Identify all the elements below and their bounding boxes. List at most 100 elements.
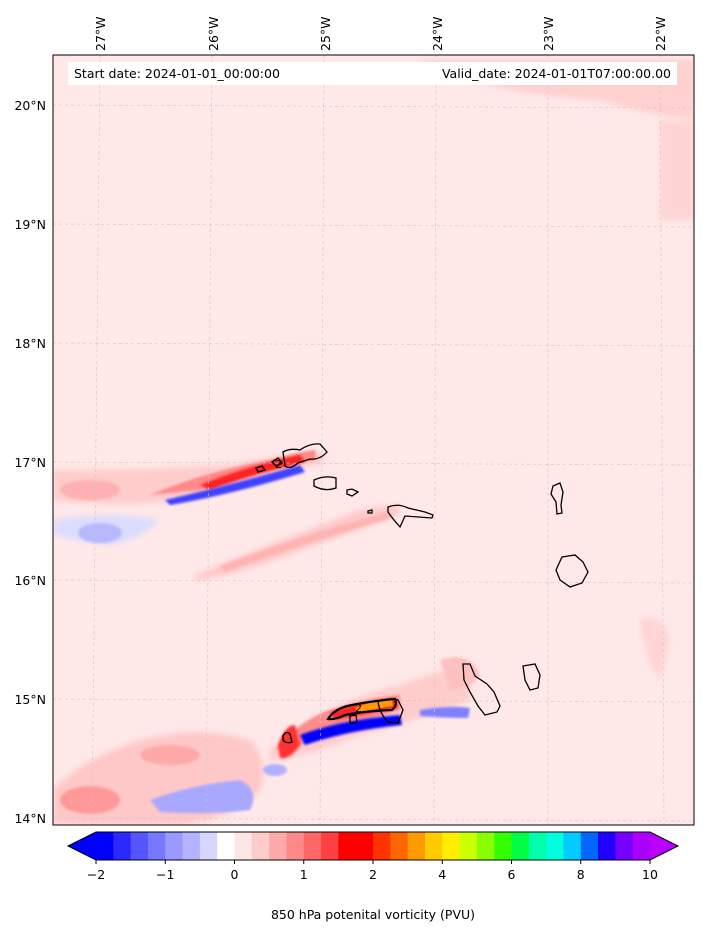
colorbar-cell bbox=[286, 832, 305, 860]
island-maio bbox=[522, 663, 541, 691]
colorbar-cell bbox=[147, 832, 166, 860]
colorbar-cell bbox=[182, 832, 201, 860]
valid-date-label: Valid_date: 2024-01-01T07:00:00.00 bbox=[442, 66, 671, 81]
colorbar-cell bbox=[511, 832, 530, 860]
colorbar-tick-label: 0 bbox=[231, 867, 239, 882]
colorbar-extend-min bbox=[68, 832, 96, 860]
colorbar-cell bbox=[217, 832, 236, 860]
pv-patch-east bbox=[660, 120, 694, 220]
colorbar-cell bbox=[598, 832, 616, 860]
pv-band-south-blue bbox=[300, 715, 402, 745]
island-sao-nicolau bbox=[387, 504, 434, 529]
contour-label-north: 2 bbox=[275, 458, 282, 471]
colorbar-cell bbox=[563, 832, 582, 860]
pv-negative-spot bbox=[263, 764, 287, 776]
colorbar-cell bbox=[373, 832, 391, 860]
colorbar-cells bbox=[96, 832, 651, 860]
lat-label-18n: 18°N bbox=[14, 336, 46, 351]
lon-label-27w: 27°W bbox=[93, 16, 108, 51]
island-sao-vicente bbox=[313, 476, 337, 491]
pv-band-north-core bbox=[200, 455, 305, 490]
island-sal bbox=[550, 482, 564, 515]
colorbar-label: 850 hPa potenital vorticity (PVU) bbox=[271, 907, 475, 922]
island-boa-vista bbox=[555, 554, 589, 588]
colorbar-extend-max bbox=[650, 832, 678, 860]
colorbar-cell bbox=[130, 832, 149, 860]
colorbar-cell bbox=[321, 832, 339, 860]
colorbar-cell bbox=[494, 832, 513, 860]
island-brava bbox=[349, 714, 358, 724]
lat-label-20n: 20°N bbox=[14, 98, 46, 113]
colorbar: −2−10124681014 bbox=[66, 831, 680, 882]
start-date-label: Start date: 2024-01-01_00:00:00 bbox=[74, 66, 280, 81]
colorbar-cell bbox=[234, 832, 253, 860]
colorbar-tick-label: 4 bbox=[438, 867, 446, 882]
lon-label-26w: 26°W bbox=[206, 16, 221, 51]
island-islet bbox=[367, 509, 373, 514]
contours bbox=[255, 457, 398, 744]
lat-label-15n: 15°N bbox=[14, 692, 46, 707]
colorbar-tick-label: 2 bbox=[369, 867, 377, 882]
colorbar-cell bbox=[615, 832, 634, 860]
island-santa-luzia bbox=[346, 488, 360, 497]
colorbar-cell bbox=[528, 832, 547, 860]
lon-label-24w: 24°W bbox=[430, 16, 445, 51]
lat-label-19n: 19°N bbox=[14, 217, 46, 232]
pv-negative-southwest bbox=[150, 780, 254, 814]
colorbar-tick-label: 6 bbox=[508, 867, 516, 882]
latitude-labels: 20°N 19°N 18°N 17°N 16°N 15°N 14°N bbox=[14, 98, 46, 826]
lon-label-22w: 22°W bbox=[653, 16, 668, 51]
pv-band-north-blue bbox=[165, 465, 305, 505]
colorbar-cell bbox=[424, 832, 443, 860]
colorbar-cell bbox=[390, 832, 409, 860]
map-frame bbox=[52, 54, 695, 826]
lon-label-23w: 23°W bbox=[541, 16, 556, 51]
colorbar-tick-label: 1 bbox=[300, 867, 308, 882]
colorbar-cell bbox=[632, 832, 651, 860]
colorbar-cell bbox=[546, 832, 565, 860]
contour-south-west bbox=[282, 731, 293, 744]
contour-north-2 bbox=[270, 457, 284, 467]
colorbar-cell bbox=[269, 832, 288, 860]
contour-north bbox=[255, 465, 267, 473]
colorbar-tick-label: −2 bbox=[87, 867, 105, 882]
colorbar-ticks: −2−10124681014 bbox=[87, 860, 658, 882]
colorbar-cell bbox=[355, 832, 374, 860]
colorbar-cell bbox=[442, 832, 461, 860]
island-santo-antao bbox=[282, 443, 328, 469]
lat-label-17n: 17°N bbox=[14, 455, 46, 470]
pv-blob-southwest-core bbox=[60, 786, 120, 814]
colorbar-cell bbox=[96, 832, 114, 860]
colorbar-cell bbox=[459, 832, 478, 860]
date-label-box bbox=[68, 62, 677, 85]
pv-field: 2 2 bbox=[53, 55, 694, 825]
colorbar-tick-label: 8 bbox=[577, 867, 585, 882]
colorbar-cell bbox=[199, 832, 218, 860]
pv-negative-south-east bbox=[420, 706, 470, 718]
colorbar-cell bbox=[476, 832, 495, 860]
pv-patch-southeast bbox=[640, 617, 670, 680]
contour-label-south: 2 bbox=[355, 702, 362, 715]
colorbar-cell bbox=[338, 832, 357, 860]
pv-band-central-inner bbox=[220, 512, 392, 572]
lat-label-14n: 14°N bbox=[14, 811, 46, 826]
pv-spot-west bbox=[60, 480, 120, 500]
contour-south bbox=[326, 697, 398, 721]
colorbar-tick-label: −1 bbox=[156, 867, 174, 882]
pv-spot-south-red bbox=[278, 725, 300, 759]
island-santiago bbox=[462, 663, 501, 716]
lon-label-25w: 25°W bbox=[318, 16, 333, 51]
colorbar-cell bbox=[165, 832, 184, 860]
colorbar-cell bbox=[113, 832, 132, 860]
pv-blob-southwest-core-2 bbox=[140, 745, 200, 765]
pv-band-south-peak bbox=[355, 700, 393, 712]
colorbar-cell bbox=[251, 832, 270, 860]
colorbar-tick-label: 10 bbox=[642, 867, 658, 882]
longitude-labels: 27°W 26°W 25°W 24°W 23°W 22°W bbox=[93, 16, 668, 51]
colorbar-cell bbox=[407, 832, 426, 860]
lat-label-16n: 16°N bbox=[14, 573, 46, 588]
colorbar-cell bbox=[303, 832, 322, 860]
colorbar-cell bbox=[580, 832, 599, 860]
